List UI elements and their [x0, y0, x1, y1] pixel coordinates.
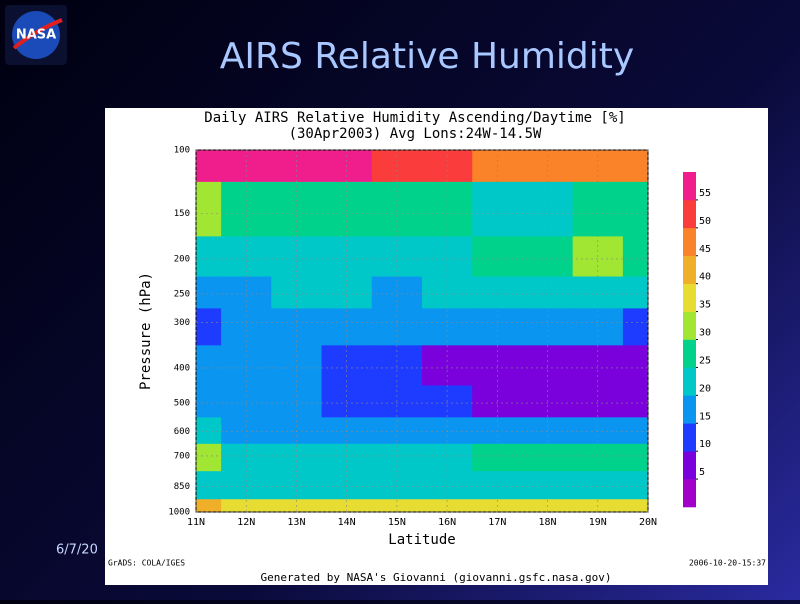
logo-disc — [12, 11, 60, 59]
contour-cell — [221, 443, 272, 472]
contour-cell — [522, 308, 574, 346]
contour-cell — [221, 308, 272, 346]
slide-date: 6/7/20 — [56, 543, 98, 558]
colorbar-label: 20 — [699, 383, 711, 394]
colorbar-label: 5 — [699, 467, 705, 478]
footer-right: 2006-10-20-15:37 — [689, 559, 766, 568]
x-tick-label: 19N — [589, 517, 607, 528]
y-tick-label: 500 — [174, 399, 190, 409]
contour-cell — [572, 443, 624, 472]
x-tick-label: 12N — [237, 517, 255, 528]
colorbar-swatch — [683, 255, 696, 284]
contour-cell — [422, 308, 473, 346]
x-tick-label: 17N — [488, 517, 506, 528]
chart: Daily AIRS Relative Humidity Ascending/D… — [108, 110, 766, 584]
contour-cell — [271, 308, 323, 346]
colorbar-swatch — [683, 283, 696, 312]
contour-cell — [622, 181, 649, 237]
contour-cell — [196, 150, 222, 183]
colorbar-swatch — [683, 367, 696, 396]
contour-cell — [622, 308, 649, 346]
y-tick-label: 150 — [174, 209, 190, 219]
contour-cell — [271, 443, 323, 472]
x-tick-label: 18N — [539, 517, 557, 528]
contour-cell — [196, 236, 222, 278]
contour-cell — [472, 443, 523, 472]
footer-left: GrADS: COLA/IGES — [108, 559, 185, 568]
colorbar-label: 15 — [699, 411, 711, 422]
contour-cell — [196, 499, 222, 513]
contour-cell — [196, 345, 222, 386]
colorbar-swatch — [683, 227, 696, 257]
y-axis-label: Pressure (hPa) — [138, 272, 154, 390]
contour-cell — [622, 236, 649, 278]
colorbar-swatch — [683, 423, 696, 452]
slide-title: AIRS Relative Humidity — [220, 36, 634, 77]
contour-cell — [622, 443, 649, 472]
contour-cell — [622, 499, 649, 513]
contour-cell — [196, 181, 222, 237]
x-tick-label: 11N — [187, 517, 205, 528]
contour-cell — [321, 443, 373, 472]
x-tick-label: 16N — [438, 517, 456, 528]
contour-cell — [572, 308, 624, 346]
chart-subtitle: (30Apr2003) Avg Lons:24W-14.5W — [289, 126, 542, 142]
x-tick-label: 20N — [639, 517, 657, 528]
y-tick-label: 100 — [174, 146, 190, 156]
contour-cell — [622, 345, 649, 386]
x-tick-label: 13N — [287, 517, 305, 528]
contour-cell — [196, 471, 222, 500]
contour-cell — [472, 308, 523, 346]
y-tick-label: 850 — [174, 482, 190, 492]
colorbar-label: 45 — [699, 244, 711, 255]
contour-cell — [196, 443, 222, 472]
contour-cell — [622, 276, 649, 309]
contour-cell — [321, 308, 373, 346]
y-tick-label: 700 — [174, 451, 190, 461]
colorbar-swatch — [683, 172, 696, 201]
colorbar-swatch — [683, 339, 696, 368]
chart-title: Daily AIRS Relative Humidity Ascending/D… — [204, 110, 625, 126]
credit: Generated by NASA's Giovanni (giovanni.g… — [261, 571, 612, 584]
y-tick-label: 400 — [174, 363, 190, 373]
contour-cell — [622, 471, 649, 500]
colorbar-label: 50 — [699, 216, 711, 227]
contour-cell — [622, 385, 649, 418]
contour-cell — [371, 308, 423, 346]
logo-swoosh — [12, 18, 63, 50]
contour-cell — [622, 150, 649, 183]
colorbar-label: 30 — [699, 328, 711, 339]
y-tick-label: 250 — [174, 290, 190, 300]
colorbar-swatch — [683, 451, 696, 480]
colorbar-swatch — [683, 395, 696, 424]
contour-cell — [522, 443, 574, 472]
logo-text: NASA — [16, 28, 56, 43]
contour-cell — [196, 308, 222, 346]
colorbar-label: 25 — [699, 355, 711, 366]
contour-cell — [371, 443, 423, 472]
x-axis-label: Latitude — [388, 532, 455, 548]
contour-cell — [196, 417, 222, 445]
y-tick-label: 600 — [174, 427, 190, 437]
colorbar-swatch — [683, 199, 696, 229]
colorbar-swatch — [683, 311, 696, 340]
contour-cell — [422, 443, 473, 472]
x-tick-label: 15N — [388, 517, 406, 528]
colorbar-label: 40 — [699, 272, 711, 283]
x-tick-label: 14N — [338, 517, 356, 528]
contour-cell — [196, 385, 222, 418]
colorbar-label: 55 — [699, 188, 711, 199]
y-tick-label: 200 — [174, 254, 190, 264]
contour-cell — [196, 276, 222, 309]
contour-cell — [622, 417, 649, 445]
colorbar-label: 10 — [699, 439, 711, 450]
y-tick-label: 1000 — [168, 508, 190, 518]
colorbar-swatch — [683, 479, 696, 508]
y-tick-label: 300 — [174, 318, 190, 328]
colorbar-label: 35 — [699, 300, 711, 311]
